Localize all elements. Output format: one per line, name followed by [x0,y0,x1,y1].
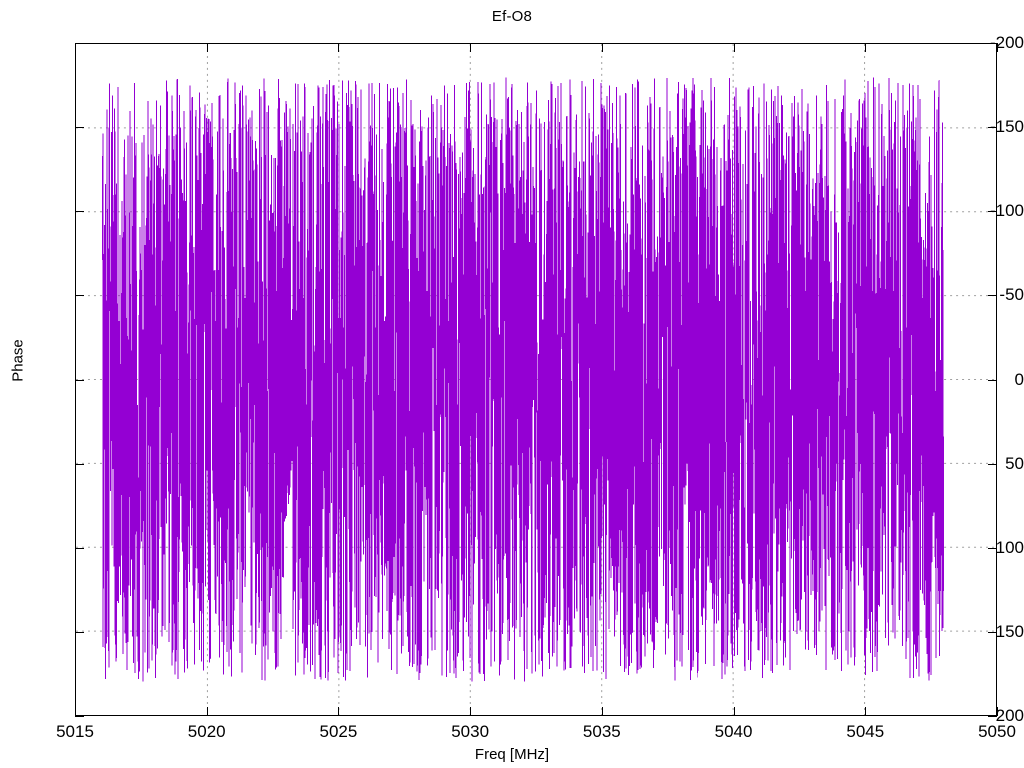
y-tickmark [988,379,997,381]
y-tick-label: 150 [995,621,1024,641]
y-tickmark [75,463,84,465]
y-tickmark [988,631,997,633]
x-tickmark [206,43,208,52]
x-tickmark [75,43,76,52]
y-tickmark [75,716,84,717]
y-tickmark [75,631,84,633]
y-tickmark [988,547,997,549]
y-tickmark [988,463,997,465]
x-tick-label: 5030 [451,722,490,741]
x-tickmark [865,707,867,716]
y-tick-label: -100 [989,201,1024,221]
x-axis-title: Freq [MHz] [474,746,550,763]
y-tickmark [75,295,84,297]
x-tickmark [733,43,735,52]
x-tickmark [75,707,76,716]
x-tickmark [470,707,472,716]
y-tick-label: -150 [989,117,1024,137]
x-tick-label: 5015 [56,722,94,741]
x-tickmark [206,707,208,716]
y-tickmark [75,379,84,381]
y-tickmark [988,127,997,129]
y-tick-label: -50 [999,285,1024,305]
y-tick-label: -200 [989,33,1024,52]
x-tickmark [733,707,735,716]
x-tickmark [865,43,867,52]
plot-canvas [76,44,996,715]
y-tick-label: 0 [1014,369,1024,389]
y-tick-label: 200 [995,706,1024,725]
y-axis-title: Phase [9,339,27,382]
x-tickmark [601,43,603,52]
data-series-group [101,77,944,682]
y-tick-label: 100 [995,537,1024,557]
x-tickmark [997,43,998,52]
data-series-line [101,77,944,682]
y-tick-label: 50 [1005,453,1024,473]
y-tickmark [75,43,84,44]
x-tick-label: 5045 [846,722,885,741]
x-tickmark [601,707,603,716]
y-tickmark [75,127,84,129]
y-tickmark [988,211,997,213]
x-tickmark [997,707,998,716]
x-tick-label: 5050 [978,722,1016,741]
x-tickmark [338,43,340,52]
plot-area [75,43,997,716]
chart-title: Ef-O8 [491,8,533,25]
x-tick-label: 5025 [319,722,358,741]
x-tick-label: 5020 [187,722,226,741]
y-tickmark [988,716,997,717]
x-tick-label: 5035 [582,722,621,741]
y-tickmark [75,547,84,549]
x-tick-label: 5040 [714,722,753,741]
y-tickmark [75,211,84,213]
x-tickmark [470,43,472,52]
x-tickmark [338,707,340,716]
y-tickmark [988,295,997,297]
y-tickmark [988,43,997,44]
